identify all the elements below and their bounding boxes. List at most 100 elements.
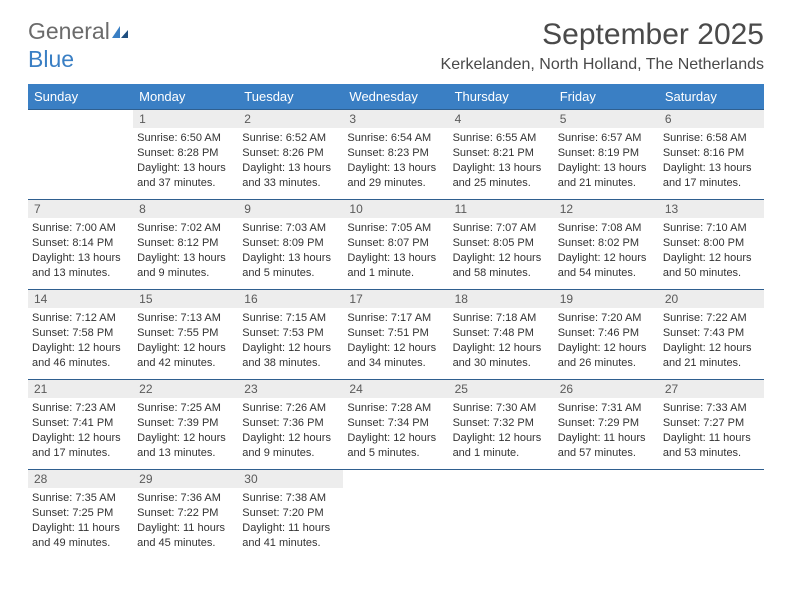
day-details: Sunrise: 6:54 AMSunset: 8:23 PMDaylight:… <box>343 128 448 194</box>
day-number: 9 <box>238 200 343 218</box>
day-number: 29 <box>133 470 238 488</box>
calendar-row: 28Sunrise: 7:35 AMSunset: 7:25 PMDayligh… <box>28 470 764 560</box>
day-header: Saturday <box>659 84 764 110</box>
day-details: Sunrise: 7:28 AMSunset: 7:34 PMDaylight:… <box>343 398 448 464</box>
day-details: Sunrise: 6:50 AMSunset: 8:28 PMDaylight:… <box>133 128 238 194</box>
day-details: Sunrise: 6:55 AMSunset: 8:21 PMDaylight:… <box>449 128 554 194</box>
logo-word2: Blue <box>28 46 74 72</box>
day-number: 23 <box>238 380 343 398</box>
day-number: 16 <box>238 290 343 308</box>
day-details: Sunrise: 7:35 AMSunset: 7:25 PMDaylight:… <box>28 488 133 554</box>
calendar-cell: 17Sunrise: 7:17 AMSunset: 7:51 PMDayligh… <box>343 290 448 380</box>
calendar-cell: 26Sunrise: 7:31 AMSunset: 7:29 PMDayligh… <box>554 380 659 470</box>
calendar-table: SundayMondayTuesdayWednesdayThursdayFrid… <box>28 84 764 560</box>
calendar-cell: 2Sunrise: 6:52 AMSunset: 8:26 PMDaylight… <box>238 110 343 200</box>
day-number: 24 <box>343 380 448 398</box>
day-number <box>28 110 133 128</box>
day-details: Sunrise: 7:13 AMSunset: 7:55 PMDaylight:… <box>133 308 238 374</box>
day-details: Sunrise: 7:07 AMSunset: 8:05 PMDaylight:… <box>449 218 554 284</box>
calendar-body: 1Sunrise: 6:50 AMSunset: 8:28 PMDaylight… <box>28 110 764 560</box>
day-number: 13 <box>659 200 764 218</box>
calendar-cell: 15Sunrise: 7:13 AMSunset: 7:55 PMDayligh… <box>133 290 238 380</box>
day-number <box>449 470 554 488</box>
logo: General Blue <box>28 18 130 73</box>
day-details: Sunrise: 7:02 AMSunset: 8:12 PMDaylight:… <box>133 218 238 284</box>
day-details: Sunrise: 7:20 AMSunset: 7:46 PMDaylight:… <box>554 308 659 374</box>
day-details: Sunrise: 7:17 AMSunset: 7:51 PMDaylight:… <box>343 308 448 374</box>
calendar-cell: 18Sunrise: 7:18 AMSunset: 7:48 PMDayligh… <box>449 290 554 380</box>
calendar-cell: 19Sunrise: 7:20 AMSunset: 7:46 PMDayligh… <box>554 290 659 380</box>
day-number: 18 <box>449 290 554 308</box>
day-number <box>659 470 764 488</box>
day-number: 30 <box>238 470 343 488</box>
calendar-cell: 13Sunrise: 7:10 AMSunset: 8:00 PMDayligh… <box>659 200 764 290</box>
day-number: 14 <box>28 290 133 308</box>
calendar-cell <box>28 110 133 200</box>
calendar-cell: 1Sunrise: 6:50 AMSunset: 8:28 PMDaylight… <box>133 110 238 200</box>
day-header: Monday <box>133 84 238 110</box>
day-number: 11 <box>449 200 554 218</box>
calendar-cell <box>449 470 554 560</box>
day-details: Sunrise: 7:26 AMSunset: 7:36 PMDaylight:… <box>238 398 343 464</box>
logo-text: General Blue <box>28 18 130 73</box>
calendar-cell: 27Sunrise: 7:33 AMSunset: 7:27 PMDayligh… <box>659 380 764 470</box>
day-number <box>343 470 448 488</box>
calendar-cell: 24Sunrise: 7:28 AMSunset: 7:34 PMDayligh… <box>343 380 448 470</box>
calendar-cell: 25Sunrise: 7:30 AMSunset: 7:32 PMDayligh… <box>449 380 554 470</box>
calendar-cell: 21Sunrise: 7:23 AMSunset: 7:41 PMDayligh… <box>28 380 133 470</box>
day-header: Friday <box>554 84 659 110</box>
calendar-cell: 28Sunrise: 7:35 AMSunset: 7:25 PMDayligh… <box>28 470 133 560</box>
day-details: Sunrise: 7:30 AMSunset: 7:32 PMDaylight:… <box>449 398 554 464</box>
day-number: 3 <box>343 110 448 128</box>
logo-word1: General <box>28 18 110 44</box>
day-details: Sunrise: 6:52 AMSunset: 8:26 PMDaylight:… <box>238 128 343 194</box>
calendar-row: 21Sunrise: 7:23 AMSunset: 7:41 PMDayligh… <box>28 380 764 470</box>
day-number: 27 <box>659 380 764 398</box>
day-number: 28 <box>28 470 133 488</box>
calendar-cell: 4Sunrise: 6:55 AMSunset: 8:21 PMDaylight… <box>449 110 554 200</box>
calendar-cell: 3Sunrise: 6:54 AMSunset: 8:23 PMDaylight… <box>343 110 448 200</box>
day-number: 21 <box>28 380 133 398</box>
calendar-cell: 30Sunrise: 7:38 AMSunset: 7:20 PMDayligh… <box>238 470 343 560</box>
day-details: Sunrise: 7:22 AMSunset: 7:43 PMDaylight:… <box>659 308 764 374</box>
day-header: Wednesday <box>343 84 448 110</box>
day-number: 2 <box>238 110 343 128</box>
day-number: 19 <box>554 290 659 308</box>
calendar-cell: 20Sunrise: 7:22 AMSunset: 7:43 PMDayligh… <box>659 290 764 380</box>
day-details: Sunrise: 7:03 AMSunset: 8:09 PMDaylight:… <box>238 218 343 284</box>
calendar-cell: 8Sunrise: 7:02 AMSunset: 8:12 PMDaylight… <box>133 200 238 290</box>
day-number: 5 <box>554 110 659 128</box>
day-details: Sunrise: 7:10 AMSunset: 8:00 PMDaylight:… <box>659 218 764 284</box>
day-number: 8 <box>133 200 238 218</box>
day-number: 26 <box>554 380 659 398</box>
day-number: 22 <box>133 380 238 398</box>
day-details: Sunrise: 7:00 AMSunset: 8:14 PMDaylight:… <box>28 218 133 284</box>
day-details: Sunrise: 7:31 AMSunset: 7:29 PMDaylight:… <box>554 398 659 464</box>
day-header: Tuesday <box>238 84 343 110</box>
day-details: Sunrise: 7:18 AMSunset: 7:48 PMDaylight:… <box>449 308 554 374</box>
day-number: 4 <box>449 110 554 128</box>
calendar-row: 1Sunrise: 6:50 AMSunset: 8:28 PMDaylight… <box>28 110 764 200</box>
calendar-cell: 23Sunrise: 7:26 AMSunset: 7:36 PMDayligh… <box>238 380 343 470</box>
calendar-cell: 9Sunrise: 7:03 AMSunset: 8:09 PMDaylight… <box>238 200 343 290</box>
calendar-cell: 10Sunrise: 7:05 AMSunset: 8:07 PMDayligh… <box>343 200 448 290</box>
location: Kerkelanden, North Holland, The Netherla… <box>441 56 764 74</box>
calendar-cell: 12Sunrise: 7:08 AMSunset: 8:02 PMDayligh… <box>554 200 659 290</box>
day-details: Sunrise: 6:58 AMSunset: 8:16 PMDaylight:… <box>659 128 764 194</box>
day-header: Thursday <box>449 84 554 110</box>
day-details: Sunrise: 7:15 AMSunset: 7:53 PMDaylight:… <box>238 308 343 374</box>
calendar-cell: 11Sunrise: 7:07 AMSunset: 8:05 PMDayligh… <box>449 200 554 290</box>
day-header: Sunday <box>28 84 133 110</box>
calendar-cell <box>343 470 448 560</box>
calendar-cell: 7Sunrise: 7:00 AMSunset: 8:14 PMDaylight… <box>28 200 133 290</box>
calendar-row: 14Sunrise: 7:12 AMSunset: 7:58 PMDayligh… <box>28 290 764 380</box>
sail-icon <box>110 19 130 46</box>
day-details: Sunrise: 7:25 AMSunset: 7:39 PMDaylight:… <box>133 398 238 464</box>
day-number: 17 <box>343 290 448 308</box>
day-number: 6 <box>659 110 764 128</box>
day-details: Sunrise: 7:36 AMSunset: 7:22 PMDaylight:… <box>133 488 238 554</box>
day-details: Sunrise: 7:08 AMSunset: 8:02 PMDaylight:… <box>554 218 659 284</box>
calendar-cell: 14Sunrise: 7:12 AMSunset: 7:58 PMDayligh… <box>28 290 133 380</box>
day-number: 10 <box>343 200 448 218</box>
calendar-cell: 6Sunrise: 6:58 AMSunset: 8:16 PMDaylight… <box>659 110 764 200</box>
